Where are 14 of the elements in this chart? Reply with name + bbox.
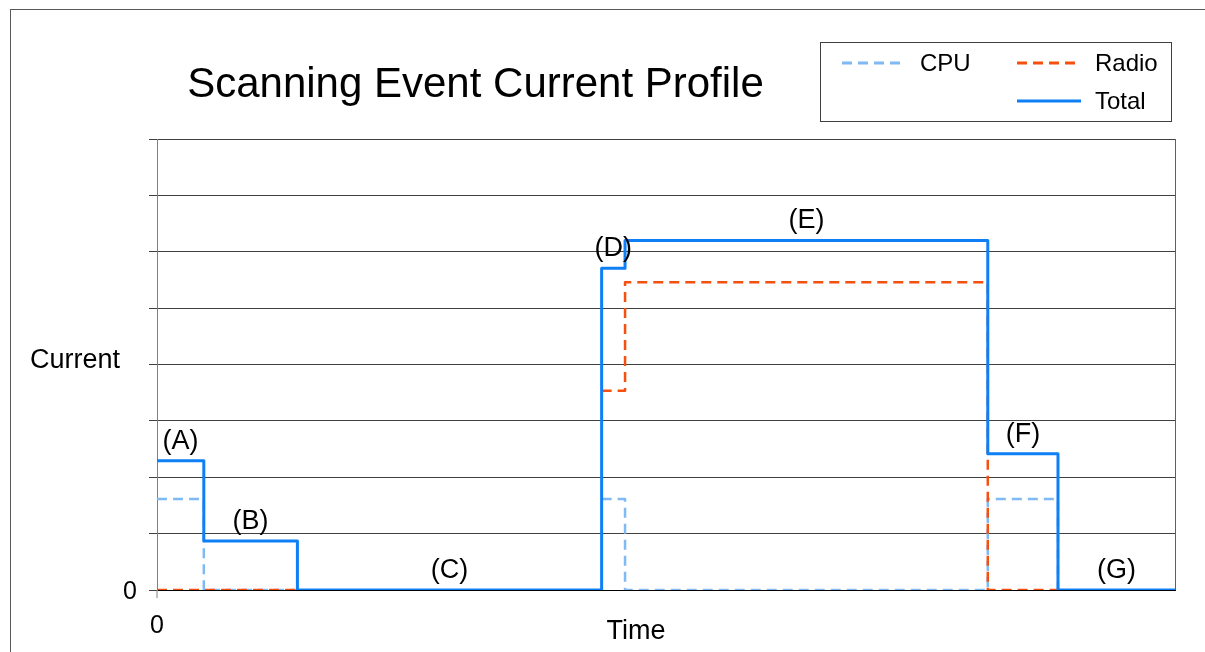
legend-label: Total [1095,87,1146,114]
annotation: (B) [232,505,269,536]
legend-label: CPU [920,49,971,76]
text: 0 [123,575,137,604]
annotation: (C) [430,553,469,584]
annotation: (E) [788,204,825,235]
annotation: (A) [162,424,199,455]
annotation: (F) [1005,417,1041,448]
chart-title: Scanning Event Current Profile [187,59,764,106]
y-axis-title: Current [30,344,121,374]
annotation: (G) [1097,553,1136,584]
legend-label: Radio [1095,49,1158,76]
text: 0 [150,610,164,639]
x-axis-title: Time [606,615,666,645]
